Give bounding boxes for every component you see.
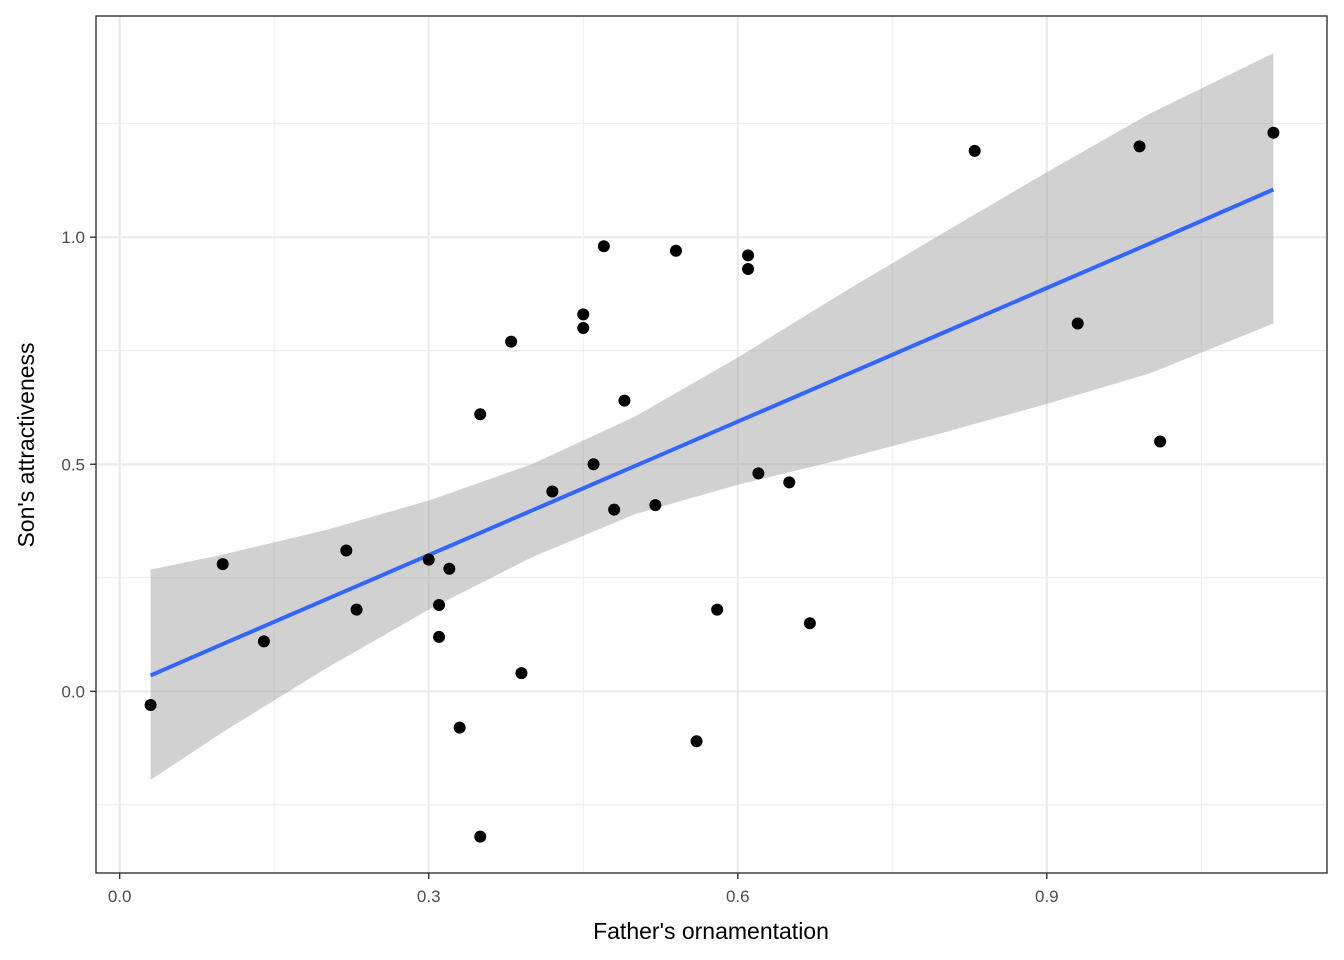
data-point [216, 558, 229, 571]
data-point [257, 635, 270, 648]
data-point [453, 721, 466, 734]
data-point [742, 249, 755, 262]
x-tick-label: 0.9 [1035, 887, 1059, 906]
x-tick-label: 0.6 [726, 887, 750, 906]
data-point [474, 830, 487, 843]
x-tick-label: 0.3 [417, 887, 441, 906]
data-point [752, 467, 765, 480]
regression-line [149, 187, 1275, 678]
data-point [443, 562, 456, 575]
data-point [608, 503, 621, 516]
data-point [515, 667, 528, 680]
grid-minor [96, 16, 1327, 873]
data-point [587, 458, 600, 471]
data-point [742, 262, 755, 275]
y-tick-label: 1.0 [61, 228, 85, 247]
data-point [505, 335, 518, 348]
data-point [1267, 126, 1280, 139]
data-point [474, 408, 487, 421]
data-point [711, 603, 724, 616]
x-axis-title: Father's ornamentation [593, 918, 829, 944]
data-point [690, 735, 703, 748]
data-point [649, 499, 662, 512]
data-point [618, 394, 631, 407]
data-point [546, 485, 559, 498]
data-point [1154, 435, 1167, 448]
data-point [577, 308, 590, 321]
data-point [433, 599, 446, 612]
data-point [783, 476, 796, 489]
data-point [350, 603, 363, 616]
data-point [669, 244, 682, 257]
data-point [1071, 317, 1084, 330]
grid-major [96, 16, 1327, 873]
x-axis-ticks: 0.0 0.3 0.6 0.9 [108, 873, 1059, 906]
data-point [422, 553, 435, 566]
data-point [433, 630, 446, 643]
data-points [144, 126, 1280, 843]
x-tick-label: 0.0 [108, 887, 132, 906]
data-point [1133, 140, 1146, 153]
y-tick-label: 0.5 [61, 455, 85, 474]
data-point [597, 240, 610, 253]
data-point [577, 322, 590, 335]
y-tick-label: 0.0 [61, 682, 85, 701]
data-point [340, 544, 353, 557]
data-point [968, 144, 981, 157]
data-point [803, 617, 816, 630]
data-point [144, 698, 157, 711]
panel-border [95, 15, 1328, 874]
confidence-ribbon [150, 53, 1274, 780]
y-axis-ticks: 0.0 0.5 1.0 [61, 228, 96, 701]
y-axis-title: Son's attractiveness [13, 342, 39, 547]
